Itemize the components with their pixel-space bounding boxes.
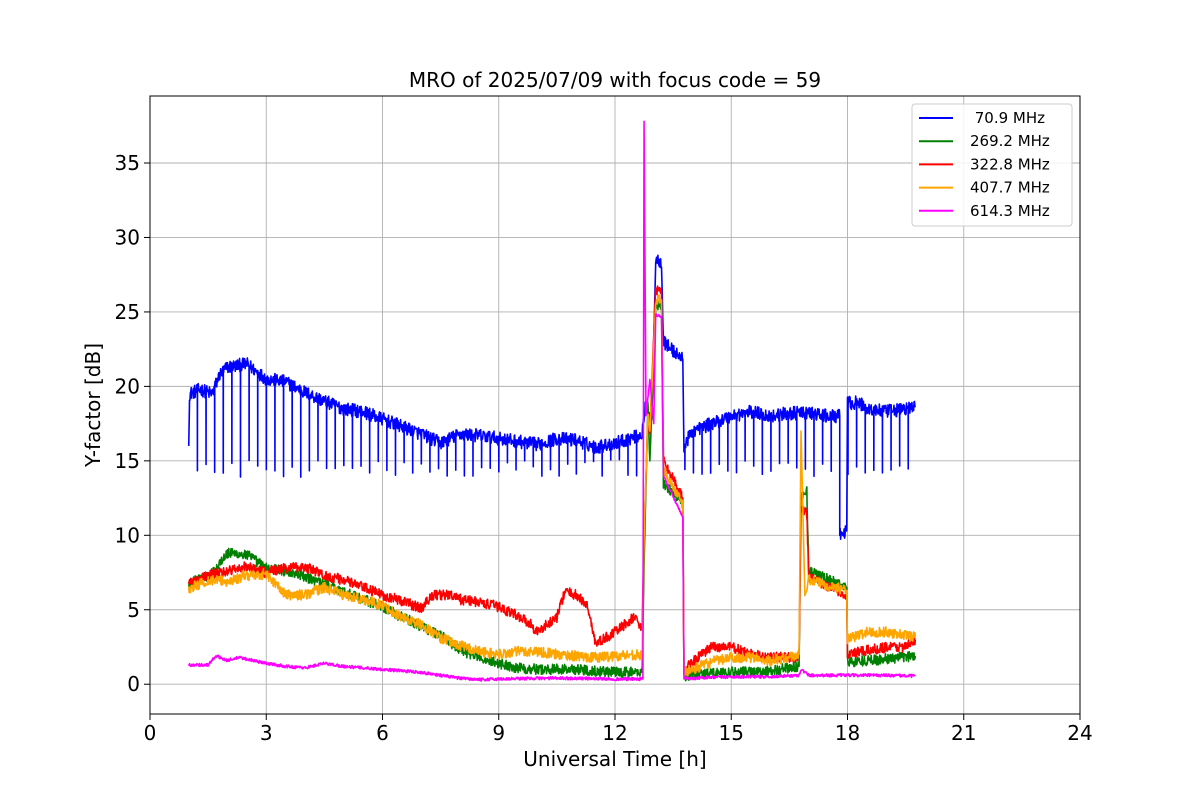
legend-label: 322.8 MHz: [970, 155, 1050, 173]
x-tick-label: 21: [951, 721, 976, 745]
series-line-1: [187, 254, 917, 541]
y-tick-label: 20: [115, 374, 140, 398]
series-line-4: [187, 294, 917, 678]
chart-legend: 70.9 MHz 269.2 MHz 322.8 MHz 407.7 MHz 614.3…: [911, 103, 1073, 227]
legend-label: 269.2 MHz: [970, 132, 1050, 150]
y-tick-label: 30: [115, 225, 140, 249]
x-tick-label: 0: [144, 721, 157, 745]
series-line-2: [187, 299, 917, 682]
y-axis-ticks: 0 5 10 15 20 25 30 35: [115, 151, 150, 696]
x-tick-label: 24: [1067, 721, 1092, 745]
y-axis-label: Y-factor [dB]: [81, 343, 105, 468]
x-tick-label: 18: [835, 721, 860, 745]
series-lines: [187, 120, 917, 682]
legend-box: [911, 103, 1073, 227]
x-tick-label: 6: [376, 721, 389, 745]
legend-label: 614.3 MHz: [970, 202, 1050, 220]
chart-title: MRO of 2025/07/09 with focus code = 59: [409, 68, 821, 92]
legend-label: 407.7 MHz: [970, 179, 1050, 197]
x-axis-ticks: 0 3 6 9 12 15 18 21 24: [144, 714, 1093, 745]
x-axis-label: Universal Time [h]: [523, 747, 706, 771]
x-tick-label: 12: [602, 721, 627, 745]
y-tick-label: 35: [115, 151, 140, 175]
x-tick-label: 3: [260, 721, 273, 745]
x-tick-label: 9: [492, 721, 505, 745]
y-tick-label: 15: [115, 449, 140, 473]
legend-label: 70.9 MHz: [970, 109, 1045, 127]
y-tick-label: 0: [127, 672, 140, 696]
y-tick-label: 5: [127, 598, 140, 622]
y-tick-label: 10: [115, 523, 140, 547]
y-tick-label: 25: [115, 300, 140, 324]
x-tick-label: 15: [719, 721, 744, 745]
series-line-5: [187, 120, 916, 682]
